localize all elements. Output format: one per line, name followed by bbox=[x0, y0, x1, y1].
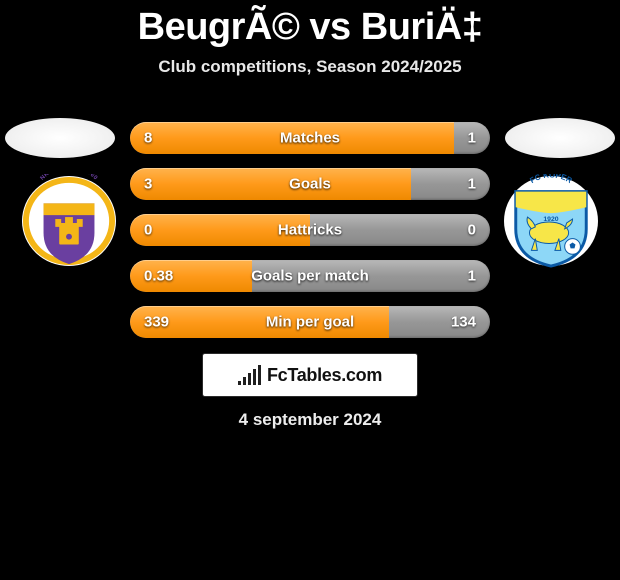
player-photo-left bbox=[5, 118, 115, 158]
stat-right-value: 1 bbox=[468, 130, 476, 147]
stat-row: 0.38 Goals per match 1 bbox=[130, 260, 490, 292]
brand-bars-icon bbox=[238, 365, 261, 385]
stat-label: Min per goal bbox=[130, 314, 490, 331]
stat-row: 3 Goals 1 bbox=[130, 168, 490, 200]
stat-right-value: 1 bbox=[468, 176, 476, 193]
stat-right-value: 134 bbox=[451, 314, 476, 331]
stat-label: Goals per match bbox=[130, 268, 490, 285]
stat-label: Matches bbox=[130, 130, 490, 147]
brand-text: FcTables.com bbox=[267, 365, 382, 386]
player-photo-right bbox=[505, 118, 615, 158]
club-badge-right: FC KOPER 1920 bbox=[502, 174, 600, 268]
stat-right-value: 0 bbox=[468, 222, 476, 239]
stat-row: 8 Matches 1 bbox=[130, 122, 490, 154]
page-title: BeugrÃ© vs BuriÄ‡ bbox=[0, 0, 620, 49]
stat-row: 0 Hattricks 0 bbox=[130, 214, 490, 246]
stat-row: 339 Min per goal 134 bbox=[130, 306, 490, 338]
stat-right-value: 1 bbox=[468, 268, 476, 285]
footer-date: 4 september 2024 bbox=[0, 410, 620, 430]
club-badge-left: NK MARIBOR 1960 bbox=[20, 174, 118, 268]
stats-container: 8 Matches 1 3 Goals 1 0 Hattricks 0 0.38… bbox=[130, 122, 490, 338]
page-subtitle: Club competitions, Season 2024/2025 bbox=[0, 57, 620, 77]
stat-label: Goals bbox=[130, 176, 490, 193]
badge-right-year: 1920 bbox=[543, 216, 558, 223]
stat-label: Hattricks bbox=[130, 222, 490, 239]
brand-box[interactable]: FcTables.com bbox=[202, 353, 418, 397]
